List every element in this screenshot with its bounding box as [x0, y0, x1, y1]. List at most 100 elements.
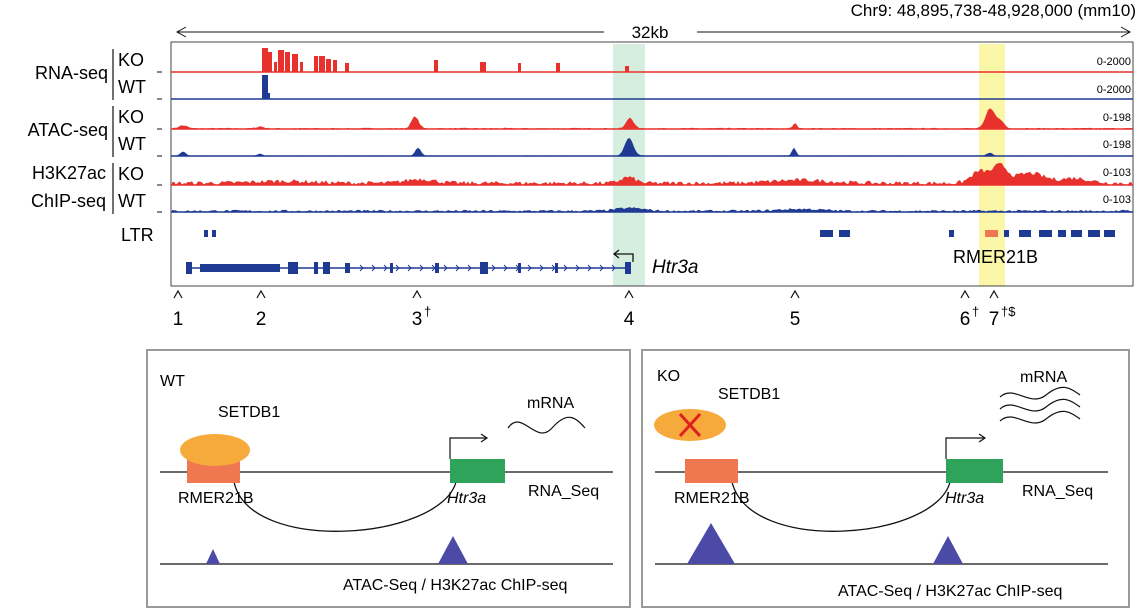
h3k27ac-wt-signal	[172, 207, 1132, 212]
rmer21b-element	[985, 230, 998, 237]
wt-htr3a-box	[450, 459, 505, 483]
ko-setdb1-label: SETDB1	[718, 386, 780, 403]
site-number: 7	[989, 309, 1000, 330]
atac-ko-label: KO	[118, 107, 144, 127]
site-caret-icon	[173, 289, 183, 299]
site-caret-icon	[412, 289, 422, 299]
rmer21b-track-label: RMER21B	[953, 247, 1038, 267]
intron-arrow	[575, 264, 580, 272]
rna-seq-wt-signal	[262, 75, 270, 99]
wt-panel: WT SETDB1 mRNA RMER21B Htr3a RNA_Seq ATA…	[146, 349, 631, 608]
wt-mrna-wave	[507, 416, 586, 434]
signal-bar	[274, 62, 277, 72]
wt-setdb1-label: SETDB1	[218, 404, 280, 421]
ko-mrna-waves	[999, 386, 1081, 424]
intron-arrow	[563, 264, 568, 272]
signal-bar	[625, 66, 629, 72]
intron-arrow	[383, 264, 388, 272]
ko-bottom-label: ATAC-Seq / H3K27ac ChIP-seq	[838, 583, 1062, 600]
signal-area	[172, 108, 1132, 129]
site-mark: †$	[1001, 304, 1016, 319]
htr3a-gene-model	[186, 249, 634, 274]
ko-tss-arrowhead	[978, 433, 987, 443]
wt-rna-seq-label: RNA_Seq	[528, 483, 599, 500]
intron-arrow	[419, 264, 424, 272]
intron-arrow	[395, 264, 400, 272]
wt-panel-frame	[146, 349, 631, 608]
atac-wt-range: 0-198	[1103, 139, 1131, 151]
ko-rmer21b-box	[685, 459, 738, 483]
span-ruler	[175, 26, 1132, 38]
chip-wt-range: 0-103	[1103, 194, 1131, 206]
ko-htr3a-label: Htr3a	[945, 490, 984, 507]
signal-bar	[518, 63, 521, 72]
wt-condition-label: WT	[160, 373, 185, 390]
h3k27ac-label: H3K27ac	[32, 163, 106, 183]
ltr-elements	[204, 230, 1115, 237]
ko-htr3a-peak	[933, 536, 963, 564]
ko-tss-arrow	[945, 437, 984, 459]
wt-tss-arrowhead	[480, 433, 489, 443]
intron-arrow	[539, 264, 544, 272]
signal-bar	[314, 56, 318, 72]
atac-seq-label: ATAC-seq	[28, 120, 108, 140]
wt-htr3a-label: Htr3a	[447, 490, 486, 507]
intron-arrow	[443, 264, 448, 272]
track-frame	[170, 41, 1134, 287]
wt-bottom-label: ATAC-Seq / H3K27ac ChIP-seq	[343, 577, 567, 594]
signal-bar	[278, 50, 284, 72]
intron-arrow	[407, 264, 412, 272]
site-markers: 1 2 3 † 4 5 6 † 7 †$	[173, 289, 1016, 330]
wt-mrna-label: mRNA	[527, 395, 574, 412]
intron-arrow	[611, 264, 616, 272]
rna-ko-label: KO	[118, 50, 144, 70]
signal-bar	[285, 52, 290, 72]
site-number: 2	[256, 309, 267, 330]
ko-panel-frame	[641, 349, 1130, 608]
site-mark: †	[972, 304, 979, 319]
site-caret-icon	[960, 289, 970, 299]
ko-rmer21b-label: RMER21B	[674, 490, 750, 507]
rna-ko-range: 0-2000	[1097, 56, 1131, 68]
signal-bar	[333, 60, 337, 72]
wt-setdb1-oval	[180, 434, 250, 466]
chip-wt-label: WT	[118, 191, 146, 211]
signal-bar	[480, 62, 486, 72]
site-mark: †	[424, 304, 431, 319]
signal-bar	[556, 63, 560, 72]
ko-setdb1-cross-icon	[678, 412, 702, 438]
signal-bar	[319, 56, 325, 72]
signal-bar	[326, 59, 331, 72]
site-number: 5	[790, 309, 801, 330]
rna-wt-range: 0-2000	[1097, 84, 1131, 96]
wt-rmer21b-label: RMER21B	[178, 490, 254, 507]
signal-area	[172, 163, 1132, 185]
intron-arrow	[599, 264, 604, 272]
signal-bar	[292, 54, 298, 72]
span-label: 32kb	[632, 23, 669, 42]
site-number: 1	[173, 309, 184, 330]
rna-seq-ko-signal	[262, 48, 629, 72]
chip-seq-label: ChIP-seq	[31, 191, 106, 211]
intron-arrow	[371, 264, 376, 272]
atac-ko-range: 0-198	[1103, 112, 1131, 124]
wt-chromatin-loop	[233, 481, 457, 532]
ko-panel: KO SETDB1 mRNA RMER21B Htr3a RNA_Seq ATA…	[641, 349, 1130, 608]
signal-bar	[268, 52, 272, 72]
signal-area	[172, 207, 1132, 212]
site-caret-icon	[989, 289, 999, 299]
atac-seq-ko-signal	[172, 108, 1132, 129]
ltr-label: LTR	[121, 225, 154, 245]
ko-htr3a-box	[946, 459, 1003, 483]
ko-condition-label: KO	[657, 368, 680, 385]
signal-bar	[268, 93, 270, 99]
wt-htr3a-peak	[438, 536, 468, 564]
intron-arrow	[503, 264, 508, 272]
site-number: 6	[960, 309, 971, 330]
ko-rmer-peak-large	[687, 523, 735, 564]
atac-wt-label: WT	[118, 134, 146, 154]
site-caret-icon	[256, 289, 266, 299]
highlight-htr3a-promoter	[613, 44, 645, 286]
htr3a-gene-label: Htr3a	[652, 257, 698, 278]
rna-wt-label: WT	[118, 77, 146, 97]
